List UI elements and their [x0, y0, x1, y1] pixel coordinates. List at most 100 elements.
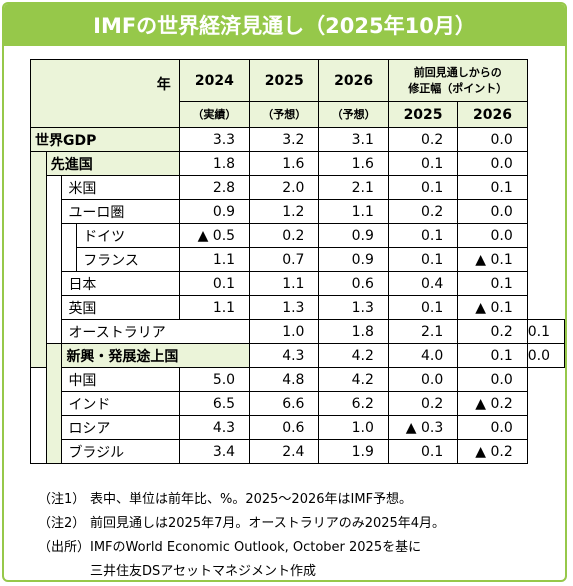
- cell-rev-2025: ▲ 0.3: [387, 415, 459, 440]
- cell-2024: 3.4: [178, 439, 251, 464]
- cell-2025: 2.0: [249, 175, 320, 200]
- header-rev-2025: 2025: [387, 101, 459, 128]
- cell-2025: 3.2: [249, 127, 320, 152]
- cell-rev-2026: 0.1: [457, 175, 528, 200]
- cell-2024: 1.8: [178, 151, 251, 176]
- cell-2026: 2.1: [387, 319, 459, 344]
- row-label: 英国: [61, 295, 180, 320]
- cell-rev-2026: 0.0: [457, 223, 528, 248]
- table-row: ブラジル 3.4 2.4 1.9 0.1 ▲ 0.2: [31, 439, 565, 464]
- cell-rev-2026: 0.1: [457, 271, 528, 296]
- cell-2025: 0.6: [249, 415, 320, 440]
- row-label: ドイツ: [76, 223, 180, 248]
- source-note: （出所）IMFのWorld Economic Outlook, October …: [38, 536, 445, 560]
- indent-spacer: [45, 343, 63, 464]
- row-label: オーストラリア: [61, 319, 251, 344]
- row-label: フランス: [76, 247, 180, 272]
- note-1-tag: （注1）: [38, 492, 86, 507]
- cell-2024: 5.0: [178, 367, 251, 392]
- row-label: 世界GDP: [30, 127, 180, 152]
- cell-2025: 6.6: [249, 391, 320, 416]
- cell-2025: 2.4: [249, 439, 320, 464]
- cell-2024: 1.1: [178, 295, 251, 320]
- cell-2026: 1.1: [318, 199, 389, 224]
- cell-2026: 4.2: [318, 367, 389, 392]
- header-sub-2026: （予想）: [318, 101, 389, 128]
- cell-rev-2026: 0.0: [457, 127, 528, 152]
- table-card: IMFの世界経済見通し（2025年10月） 年 2024 2025 2026 前…: [2, 2, 567, 582]
- cell-rev-2025: 0.2: [387, 127, 459, 152]
- table-row: インド 6.5 6.6 6.2 0.2 ▲ 0.2: [31, 391, 565, 416]
- cell-rev-2025: 0.1: [387, 223, 459, 248]
- table-row: 世界GDP 3.3 3.2 3.1 0.2 0.0: [30, 127, 565, 152]
- cell-2026: 0.6: [318, 271, 389, 296]
- source-tag: （出所）: [38, 540, 91, 555]
- table-row: オーストラリア 1.0 1.8 2.1 0.2 0.1: [31, 319, 566, 344]
- cell-2025: 1.3: [249, 295, 320, 320]
- table-row: 先進国 1.8 1.6 1.6 0.1 0.0: [30, 151, 565, 368]
- cell-2024: 6.5: [178, 391, 251, 416]
- row-label: ユーロ圏: [61, 199, 180, 224]
- cell-rev-2025: 0.1: [387, 247, 459, 272]
- cell-rev-2026: ▲ 0.2: [457, 439, 528, 464]
- cell-rev-2026: ▲ 0.1: [457, 295, 528, 320]
- cell-2026: 1.3: [318, 295, 389, 320]
- cell-rev-2026: 0.1: [526, 319, 566, 344]
- cell-rev-2025: 0.4: [387, 271, 459, 296]
- cell-rev-2025: 0.1: [387, 151, 459, 176]
- table-row: 新興・発展途上国 4.3 4.2 4.0 0.1 0.0: [31, 343, 566, 464]
- table-row: 英国 1.1 1.3 1.3 0.1 ▲ 0.1: [31, 295, 565, 320]
- cell-rev-2025: 0.2: [457, 319, 528, 344]
- cell-2024: 4.3: [178, 415, 251, 440]
- header-corner: 年: [30, 59, 180, 128]
- row-label: 先進国: [45, 151, 180, 176]
- revision-title-line2: 修正幅（ポイント）: [408, 81, 508, 95]
- table-row: フランス 1.1 0.7 0.9 0.1 ▲ 0.1: [31, 247, 565, 272]
- table-row: 米国 2.8 2.0 2.1 0.1 0.1: [31, 175, 565, 344]
- cell-rev-2026: ▲ 0.2: [457, 391, 528, 416]
- cell-rev-2026: 0.0: [457, 199, 528, 224]
- table-row: 日本 0.1 1.1 0.6 0.4 0.1: [31, 271, 565, 296]
- cell-2024: 0.9: [178, 199, 251, 224]
- forecast-table: 年 2024 2025 2026 前回見通しからの 修正幅（ポイント） （実績） …: [30, 59, 566, 464]
- indent-spacer: [61, 223, 78, 272]
- cell-2026: 0.9: [318, 247, 389, 272]
- row-label: インド: [61, 391, 180, 416]
- table-row: ドイツ ▲ 0.5 0.2 0.9 0.1 0.0: [31, 223, 565, 272]
- cell-2024: ▲ 0.5: [178, 223, 251, 248]
- header-year-2025: 2025: [249, 59, 320, 102]
- page-title: IMFの世界経済見通し（2025年10月）: [4, 4, 565, 46]
- note-1: （注1） 表中、単位は前年比、%。2025～2026年はIMF予想。: [38, 488, 445, 512]
- header-revision: 前回見通しからの 修正幅（ポイント）: [387, 59, 528, 102]
- cell-2025: 1.8: [318, 319, 389, 344]
- cell-2024: 2.8: [178, 175, 251, 200]
- cell-2026: 2.1: [318, 175, 389, 200]
- cell-rev-2026: 0.0: [457, 415, 528, 440]
- cell-2025: 4.2: [318, 343, 389, 368]
- cell-2025: 1.2: [249, 199, 320, 224]
- cell-rev-2026: 0.0: [457, 367, 528, 392]
- note-1-text: 表中、単位は前年比、%。2025～2026年はIMF予想。: [90, 492, 413, 507]
- footnotes: （注1） 表中、単位は前年比、%。2025～2026年はIMF予想。 （注2） 前回…: [38, 488, 445, 584]
- header-year-2026: 2026: [318, 59, 389, 102]
- cell-2025: 0.2: [249, 223, 320, 248]
- indent-spacer: [45, 175, 63, 344]
- cell-rev-2025: 0.1: [387, 295, 459, 320]
- header-rev-2026: 2026: [457, 101, 528, 128]
- row-label: 中国: [61, 367, 180, 392]
- cell-rev-2026: 0.0: [457, 151, 528, 176]
- cell-2025: 1.1: [249, 271, 320, 296]
- cell-rev-2025: 0.2: [387, 391, 459, 416]
- cell-2025: 4.8: [249, 367, 320, 392]
- header-sub-2025: （予想）: [249, 101, 320, 128]
- row-label: 米国: [61, 175, 180, 200]
- indent-spacer: [30, 151, 47, 368]
- cell-2026: 6.2: [318, 391, 389, 416]
- source-text: IMFのWorld Economic Outlook, October 2025…: [90, 540, 422, 555]
- cell-2025: 0.7: [249, 247, 320, 272]
- cell-2024: 0.1: [178, 271, 251, 296]
- cell-rev-2026: ▲ 0.1: [457, 247, 528, 272]
- row-label: 新興・発展途上国: [61, 343, 251, 368]
- cell-2026: 0.9: [318, 223, 389, 248]
- cell-rev-2025: 0.0: [387, 367, 459, 392]
